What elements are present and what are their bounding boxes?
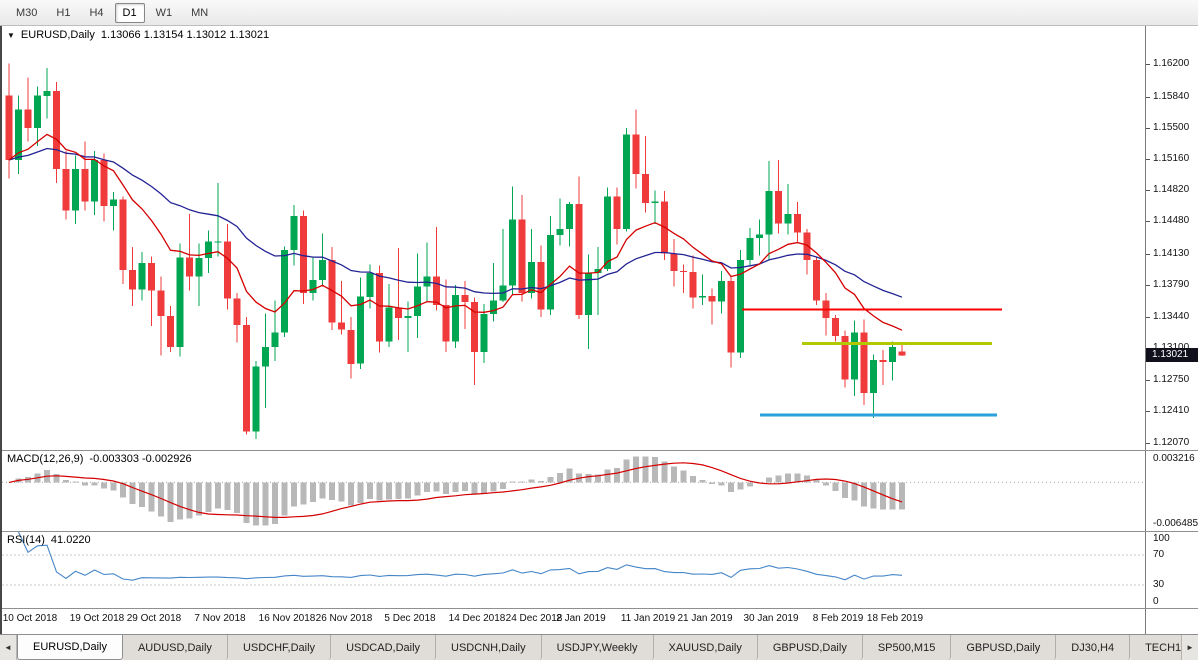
macd-axis-min-label: -0.006485 [1153,518,1198,529]
panel-separator [2,608,1198,609]
chart-tab-usdjpy-weekly[interactable]: USDJPY,Weekly [541,635,654,660]
rsi-value: 41.0220 [50,534,91,546]
macd-axis-max-label: 0.003216 [1153,453,1195,464]
price-axis-label: 1.12070 [1153,437,1190,448]
price-axis-label: 1.15500 [1153,122,1190,133]
tabs-scroll-left-button[interactable]: ◄ [0,635,17,660]
price-axis-tick [1146,159,1150,160]
rsi-label: RSI(14) 41.0220 [7,534,91,546]
price-axis-tick [1146,221,1150,222]
chart-tab-gbpusd-daily[interactable]: GBPUSD,Daily [757,635,863,660]
chart-tab-usdcad-daily[interactable]: USDCAD,Daily [331,635,437,660]
timeframe-bar: M30 H1 H4 D1 W1 MN [8,2,216,23]
symbol-period-label: EURUSD,Daily [20,29,95,41]
rsi-axis-label: 30 [1153,579,1165,590]
price-axis-tick [1146,443,1150,444]
price-axis-tick [1146,411,1150,412]
time-axis[interactable]: 10 Oct 2018 19 Oct 2018 29 Oct 2018 7 Nov 2… [2,609,1145,634]
price-axis-label: 1.14820 [1153,184,1190,195]
chart-tab-dj30-h4[interactable]: DJ30,H4 [1056,635,1131,660]
price-axis-label: 1.14130 [1153,248,1190,259]
date-axis-label: 10 Oct 2018 [2,613,58,624]
macd-name: MACD(12,26,9) [7,453,84,465]
rsi-indicator-panel[interactable]: RSI(14) 41.0220 [2,532,1145,608]
date-axis-label: 26 Nov 2018 [315,613,373,624]
chart-window: ▼ EURUSD,Daily 1.13066 1.13154 1.13012 1… [0,26,1198,634]
current-price-badge: 1.13021 [1146,348,1198,362]
macd-indicator-panel[interactable]: MACD(12,26,9) -0.003303 -0.002926 [2,451,1145,531]
chart-tab-usdcnh-daily[interactable]: USDCNH,Daily [436,635,542,660]
macd-values: -0.003303 -0.002926 [89,453,192,465]
date-axis-label: 14 Dec 2018 [448,613,506,624]
chart-collapse-icon[interactable]: ▼ [7,30,15,40]
price-axis-label: 1.12750 [1153,374,1190,385]
date-axis-label: 2 Jan 2019 [556,613,606,624]
chart-tabs: EURUSD,Daily AUDUSD,Daily USDCHF,Daily USDC… [17,635,1181,660]
price-axis-tick [1146,254,1150,255]
date-axis-label: 19 Oct 2018 [69,613,125,624]
chart-tab-tech100[interactable]: TECH100, [1130,635,1181,660]
timeframe-button-w1[interactable]: W1 [155,6,173,19]
rsi-axis-label: 100 [1153,533,1170,544]
price-axis-tick [1146,285,1150,286]
price-axis-tick [1146,380,1150,381]
date-axis-label: 8 Feb 2019 [812,613,864,624]
chart-tab-gbpusd-daily[interactable]: GBPUSD,Daily [951,635,1057,660]
date-axis-label: 7 Nov 2018 [194,613,246,624]
date-axis-label: 24 Dec 2018 [505,613,563,624]
price-axis-label: 1.13100 [1153,342,1189,353]
timeframe-button-mn[interactable]: MN [191,6,209,19]
date-axis-label: 11 Jan 2019 [620,613,676,624]
panel-separator[interactable] [2,450,1198,451]
price-axis-tick [1146,317,1150,318]
chart-tab-xauusd-daily[interactable]: XAUUSD,Daily [653,635,758,660]
chart-tab-eurusd-daily[interactable]: EURUSD,Daily [17,635,123,660]
price-axis-label: 1.15160 [1153,153,1190,164]
price-axis-tick [1146,190,1150,191]
timeframe-button-h1[interactable]: H1 [56,6,71,19]
date-axis-label: 21 Jan 2019 [677,613,733,624]
chart-tab-usdchf-daily[interactable]: USDCHF,Daily [227,635,332,660]
date-axis-label: 16 Nov 2018 [258,613,316,624]
date-axis-label: 29 Oct 2018 [126,613,182,624]
price-axis-tick [1146,128,1150,129]
timeframe-button-m30[interactable]: M30 [16,6,38,19]
price-axis-label: 1.13790 [1153,279,1190,290]
rsi-axis-label: 70 [1153,549,1165,560]
rsi-axis-label: 0 [1153,596,1159,607]
price-axis-label: 1.14480 [1153,215,1190,226]
price-axis-tick [1146,64,1150,65]
price-axis-tick [1146,97,1150,98]
chart-tab-sp500-m15[interactable]: SP500,M15 [862,635,952,660]
date-axis-label: 30 Jan 2019 [743,613,799,624]
price-chart-panel[interactable]: ▼ EURUSD,Daily 1.13066 1.13154 1.13012 1… [2,26,1145,450]
timeframe-button-d1[interactable]: D1 [114,2,145,23]
panel-separator[interactable] [2,531,1198,532]
price-axis-label: 1.16200 [1153,58,1190,69]
timeframe-toolbar: M30 H1 H4 D1 W1 MN [0,0,1198,26]
price-axis-label: 1.15840 [1153,91,1190,102]
date-axis-label: 5 Dec 2018 [384,613,436,624]
price-axis-label: 1.13440 [1153,311,1190,322]
chart-title: ▼ EURUSD,Daily 1.13066 1.13154 1.13012 1… [7,29,269,41]
rsi-name: RSI(14) [7,534,45,546]
chart-tab-audusd-daily[interactable]: AUDUSD,Daily [122,635,228,660]
price-axis-label: 1.12410 [1153,405,1190,416]
date-axis-label: 18 Feb 2019 [866,613,924,624]
timeframe-button-h4[interactable]: H4 [89,6,104,19]
price-axis[interactable]: 1.16200 1.15840 1.15500 1.15160 1.14820 1.144… [1145,26,1198,634]
macd-label: MACD(12,26,9) -0.003303 -0.002926 [7,453,192,465]
ohlc-values: 1.13066 1.13154 1.13012 1.13021 [100,29,270,41]
tabs-scroll-right-button[interactable]: ► [1181,635,1198,660]
chart-tab-bar: ◄ EURUSD,Daily AUDUSD,Daily USDCHF,Daily US… [0,634,1198,660]
